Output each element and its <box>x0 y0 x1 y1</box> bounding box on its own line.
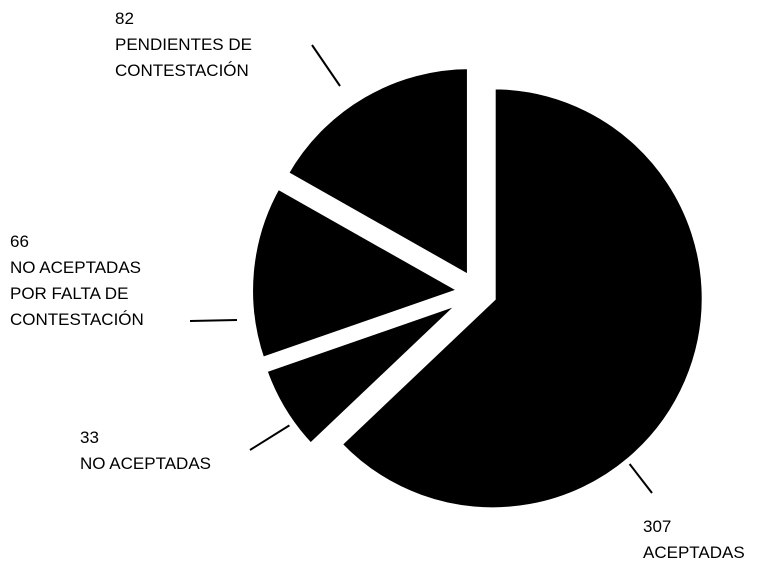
category-label: ACEPTADAS <box>643 543 745 562</box>
value-label: 66 <box>10 232 29 251</box>
category-label: NO ACEPTADAS <box>80 454 211 473</box>
pie-slice <box>260 297 467 451</box>
category-label: PENDIENTES DE CONTESTACIÓN <box>115 35 252 80</box>
leader-line <box>189 319 238 322</box>
leader-line <box>311 44 341 87</box>
leader-line <box>249 424 291 451</box>
value-label: 82 <box>115 9 134 28</box>
category-label: NO ACEPTADAS POR FALTA DE CONTESTACIÓN <box>10 258 144 329</box>
pie-slice <box>281 63 473 284</box>
pie-slice <box>334 83 708 514</box>
value-label: 33 <box>80 428 99 447</box>
value-label: 307 <box>643 517 672 536</box>
pie-slice <box>247 182 470 365</box>
